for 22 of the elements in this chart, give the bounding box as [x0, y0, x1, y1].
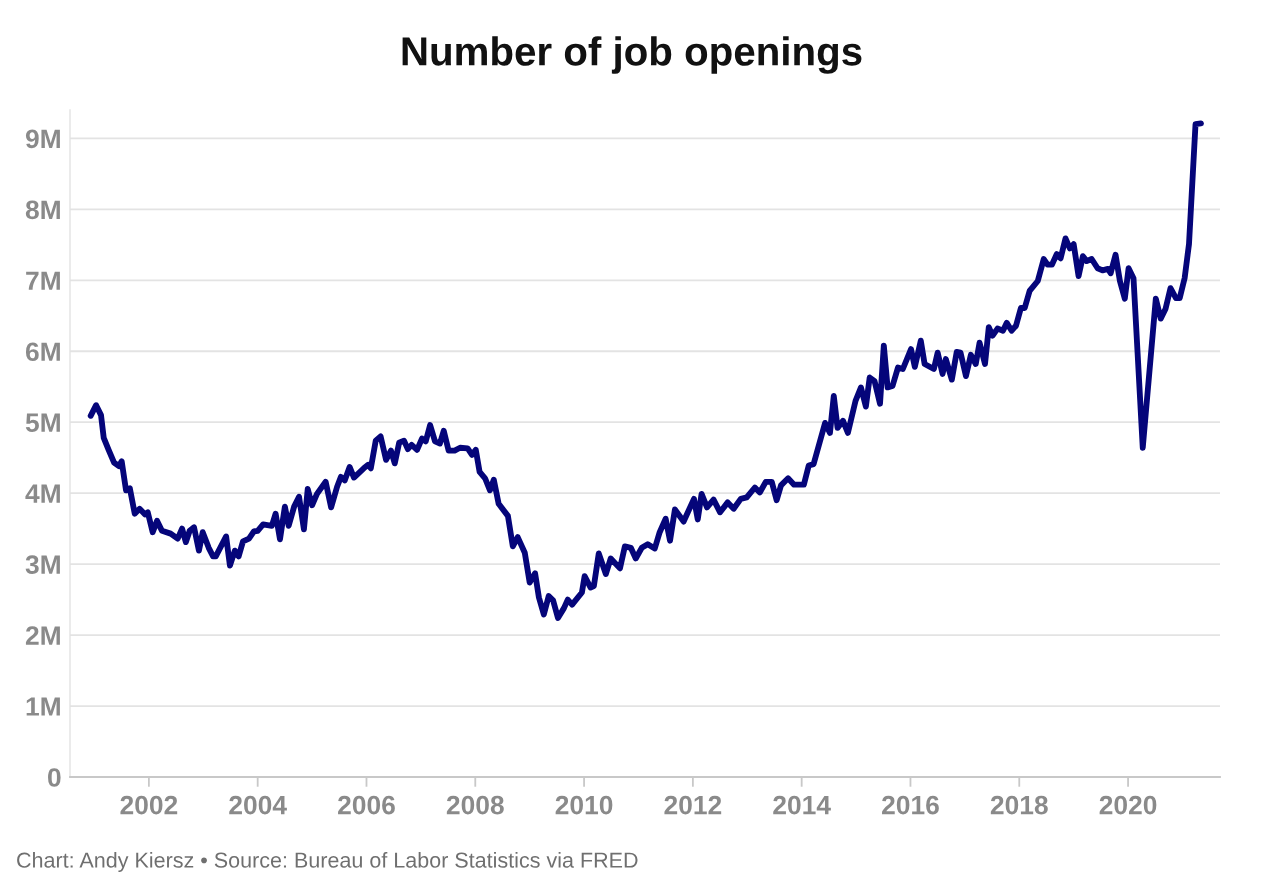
x-tick-label: 2004 [229, 795, 287, 815]
x-tick-label: 2008 [446, 795, 504, 815]
y-tick-label: 8M [25, 200, 60, 220]
y-tick-label: 1M [26, 697, 60, 716]
text: Chart: Andy Kiersz • Source: Bureau of Labor Statistics via FRED [17, 851, 638, 873]
chart-title: Number of job openings [402, 36, 862, 74]
y-tick-label: 7M [26, 271, 60, 290]
x-tick-label: 2012 [664, 795, 722, 815]
y-tick-label: 2M [25, 626, 60, 645]
y-tick-label: 5M [25, 413, 60, 433]
x-tick-label: 2014 [773, 795, 831, 815]
x-tick-label: 2002 [120, 795, 178, 815]
y-tick-label: 9M [25, 129, 60, 149]
y-tick-label: 0 [48, 768, 61, 787]
x-tick-label: 2010 [555, 795, 613, 815]
y-tick-label: 6M [25, 342, 60, 362]
x-tick-label: 2020 [1099, 795, 1157, 815]
y-tick-label: 3M [25, 555, 60, 574]
x-tick-label: 2018 [990, 795, 1048, 815]
y-tick-label: 4M [25, 484, 60, 503]
x-tick-label: 2016 [882, 795, 939, 815]
x-tick-label: 2006 [338, 795, 395, 815]
